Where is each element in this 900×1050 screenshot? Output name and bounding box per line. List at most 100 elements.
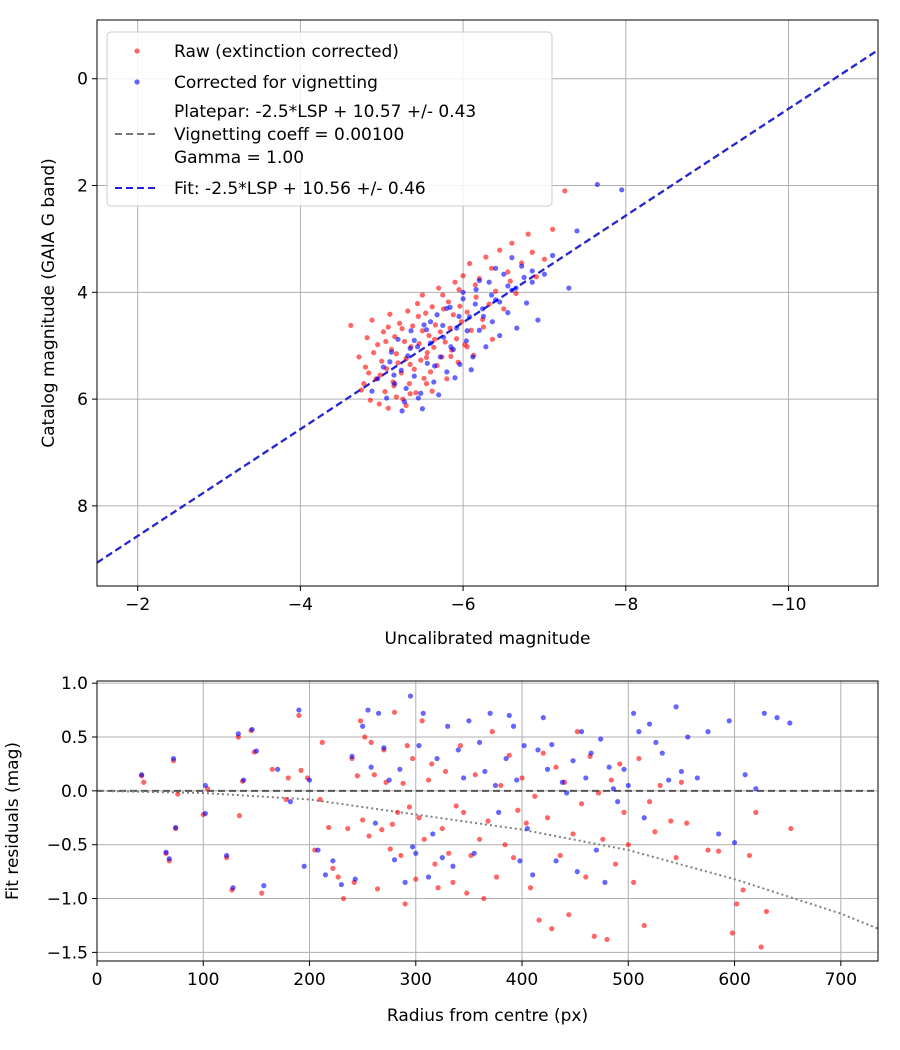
- bottom-x-tick-label: 700: [825, 970, 857, 990]
- bottom-raw-point: [489, 729, 495, 735]
- bottom-raw-point: [435, 885, 441, 891]
- bottom-corrected-point: [170, 755, 177, 762]
- bottom-corrected-point: [202, 810, 208, 817]
- top-raw-point: [387, 311, 393, 317]
- top-raw-point: [483, 254, 489, 260]
- top-corrected-point: [418, 390, 424, 396]
- top-raw-point: [367, 397, 373, 403]
- top-raw-point: [457, 303, 463, 309]
- bottom-raw-point: [395, 809, 401, 815]
- top-corrected-point: [574, 228, 580, 234]
- top-corrected-point: [384, 395, 390, 401]
- bottom-y-tick-label: −1.5: [47, 943, 88, 963]
- top-raw-point: [364, 335, 370, 341]
- top-corrected-point: [375, 376, 381, 382]
- top-y-ticks: 0 2 4 6 8: [77, 70, 97, 517]
- top-raw-point: [489, 336, 495, 342]
- bottom-raw-point: [446, 850, 452, 856]
- top-corrected-point: [521, 274, 527, 280]
- top-corrected-point: [424, 360, 430, 366]
- top-corrected-point: [486, 279, 492, 285]
- top-raw-point: [401, 338, 408, 345]
- top-raw-point: [379, 358, 385, 364]
- top-raw-point: [424, 350, 430, 356]
- bottom-corrected-point: [549, 741, 555, 748]
- top-corrected-point: [505, 310, 511, 316]
- bottom-x-tick-label: 500: [612, 970, 644, 990]
- bottom-corrected-point: [322, 872, 329, 878]
- top-corrected-point: [594, 181, 600, 188]
- top-raw-point: [397, 320, 403, 326]
- bottom-corrected-point: [368, 764, 374, 770]
- bottom-corrected-point: [606, 764, 612, 770]
- bottom-raw-point: [536, 917, 542, 923]
- top-x-tick-label: −4: [288, 595, 313, 615]
- bottom-raw-point: [519, 775, 525, 781]
- bottom-corrected-point: [705, 729, 711, 735]
- legend-box: [106, 31, 553, 207]
- top-corrected-point: [369, 388, 375, 394]
- legend-raw-marker: [134, 48, 140, 54]
- top-corrected-point: [497, 299, 503, 305]
- top-raw-point: [493, 288, 499, 294]
- bottom-raw-point: [404, 743, 410, 749]
- top-raw-point: [407, 361, 413, 368]
- bottom-corrected-point: [583, 775, 589, 781]
- bottom-corrected-point: [349, 753, 355, 759]
- bottom-raw-point: [617, 761, 623, 767]
- bottom-corrected-point: [381, 745, 387, 751]
- top-corrected-point: [407, 345, 413, 351]
- top-plot-frame: [96, 19, 879, 587]
- bottom-x-tick-label: 600: [718, 970, 750, 990]
- bottom-corrected-point: [330, 858, 336, 864]
- top-x-tick-label: −6: [451, 595, 476, 615]
- bottom-raw-point: [425, 777, 432, 783]
- top-corrected-point: [460, 289, 466, 295]
- top-raw-point: [419, 328, 426, 334]
- top-raw-point: [418, 357, 424, 363]
- bottom-corrected-point: [535, 747, 541, 753]
- top-x-axis-label: Uncalibrated magnitude: [385, 629, 591, 649]
- top-x-ticks: −2 −4 −6 −8 −10: [125, 586, 806, 615]
- top-corrected-point: [444, 369, 450, 375]
- bottom-y-tick-label: −1.0: [47, 890, 88, 910]
- bottom-raw-point: [354, 773, 360, 779]
- bottom-corrected-point: [360, 723, 366, 729]
- top-raw-point: [429, 388, 435, 394]
- bottom-raw-point: [330, 865, 336, 871]
- bottom-corrected-point: [460, 775, 467, 781]
- top-y-tick-label: 6: [77, 390, 88, 410]
- top-raw-point: [348, 322, 354, 329]
- top-raw-point: [445, 299, 452, 305]
- bottom-corrected-point: [742, 772, 748, 778]
- top-raw-point: [377, 372, 383, 378]
- top-corrected-point: [457, 361, 463, 368]
- bottom-corrected-point: [230, 885, 236, 891]
- top-raw-point: [431, 344, 437, 350]
- bottom-raw-point: [532, 793, 538, 799]
- bottom-corrected-point: [173, 824, 179, 831]
- bottom-raw-point: [734, 901, 740, 907]
- top-corrected-point: [472, 301, 478, 307]
- top-corrected-point: [619, 187, 625, 193]
- top-raw-point: [507, 278, 513, 284]
- bottom-corrected-point: [487, 710, 493, 716]
- top-corrected-point: [414, 344, 421, 350]
- top-corrected-point: [380, 364, 386, 370]
- top-raw-point: [423, 310, 429, 316]
- bottom-corrected-point: [420, 710, 426, 716]
- bottom-raw-point: [298, 767, 304, 773]
- bottom-corrected-point: [352, 876, 358, 882]
- bottom-raw-point: [705, 847, 711, 853]
- bottom-raw-point: [678, 779, 685, 785]
- top-raw-point: [393, 351, 399, 357]
- bottom-raw-point: [387, 846, 393, 852]
- bottom-corrected-point: [301, 863, 307, 869]
- bottom-raw-point: [788, 825, 794, 832]
- bottom-corrected-point: [574, 869, 580, 875]
- top-raw-point: [376, 401, 382, 407]
- bottom-raw-point: [740, 887, 746, 893]
- top-corrected-point: [483, 344, 489, 350]
- top-raw-point: [513, 290, 519, 296]
- top-corrected-point: [480, 313, 487, 319]
